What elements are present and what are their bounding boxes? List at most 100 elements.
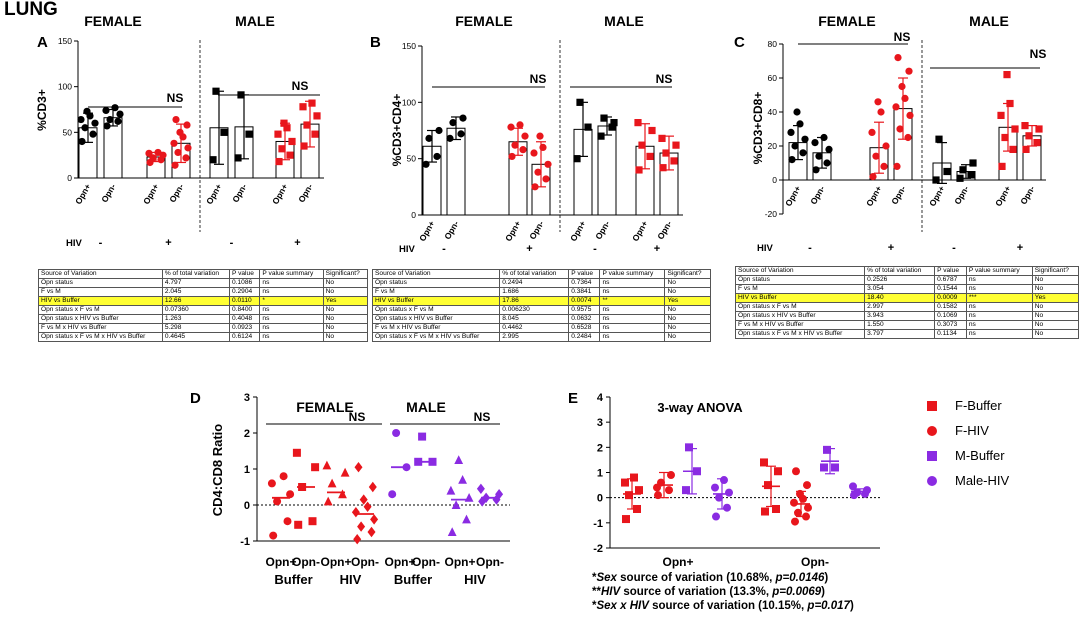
x-tick-label-c: Opn+ xyxy=(864,184,884,208)
legend-label-e: Male-HIV xyxy=(955,473,1010,488)
table-cell: Opn status x F vs M x HIV vs Buffer xyxy=(38,332,163,342)
table-cell: ns xyxy=(965,311,1033,321)
table-cell: 0.9575 xyxy=(568,305,601,315)
footnote-part: p=0.017 xyxy=(806,600,850,612)
data-point-d xyxy=(370,514,379,525)
table-cell: No xyxy=(322,287,369,297)
hiv-sign-b: + xyxy=(526,243,532,255)
data-point-a xyxy=(91,119,99,127)
data-point-d xyxy=(359,494,368,505)
data-point-d xyxy=(357,521,366,532)
hiv-sign-c: + xyxy=(888,242,894,254)
footnote-part: source of variation (10.68%, xyxy=(617,572,776,584)
table-cell: ns xyxy=(259,314,324,324)
data-point-b xyxy=(638,141,646,149)
hiv-sign-a: + xyxy=(165,237,171,249)
data-point-a xyxy=(102,106,110,115)
y-tick-label-c: 20 xyxy=(768,141,778,151)
anova-table-b: Source of Variation% of total variation P… xyxy=(371,269,711,342)
data-point-a xyxy=(300,142,308,150)
data-point-b xyxy=(446,134,454,142)
x-tick-label-b: Opn+ xyxy=(630,219,650,243)
data-point-b xyxy=(584,123,592,131)
data-point-a xyxy=(77,115,85,124)
table-cell: ns xyxy=(259,323,324,333)
data-point-c xyxy=(811,139,819,147)
footnote-part: * xyxy=(592,572,597,584)
figure-title: LUNG xyxy=(4,0,58,20)
x-tick-label-b: Opn+ xyxy=(503,219,523,243)
data-point-d xyxy=(338,489,347,499)
data-point-a xyxy=(212,87,220,95)
data-point-e xyxy=(764,481,772,490)
table-cell: 2.995 xyxy=(499,332,570,342)
data-point-c xyxy=(872,152,880,160)
x-tick-label-a: Opn- xyxy=(167,182,186,204)
data-point-a xyxy=(313,112,321,120)
hiv-label-c: HIV xyxy=(757,243,774,254)
data-point-a xyxy=(311,130,319,138)
data-point-e xyxy=(711,483,719,492)
table-cell: 1.263 xyxy=(161,314,230,324)
data-point-d xyxy=(323,496,333,506)
table-cell: Yes xyxy=(1031,293,1080,303)
table-cell: 0.0923 xyxy=(228,323,261,333)
y-tick-label-a: 100 xyxy=(58,82,72,92)
data-point-a xyxy=(176,128,184,136)
table-row: Opn status x F vs M 0.006230 0.9575 ns No xyxy=(371,305,711,315)
table-row: HIV vs Buffer 17.86 0.0074 ** Yes xyxy=(371,296,711,306)
data-point-c xyxy=(874,98,882,106)
table-cell: ns xyxy=(259,305,324,315)
data-point-c xyxy=(877,108,885,116)
data-point-b xyxy=(519,146,527,154)
table-cell: ** xyxy=(599,296,666,306)
data-point-e xyxy=(794,508,802,517)
data-point-b xyxy=(425,134,433,142)
data-point-d xyxy=(476,483,485,494)
data-point-c xyxy=(1011,125,1019,133)
x-tick-label-b: Opn+ xyxy=(417,219,437,243)
y-tick-label-d: 0 xyxy=(244,500,250,512)
data-point-c xyxy=(801,135,809,143)
data-point-e xyxy=(653,483,661,492)
data-point-a xyxy=(303,121,311,129)
legend-marker-e xyxy=(927,451,937,461)
footnote-part: source of variation (10.15%, xyxy=(649,600,808,612)
data-point-b xyxy=(610,119,618,127)
hiv-sign-b: + xyxy=(654,243,660,255)
data-point-c xyxy=(796,120,804,128)
data-point-a xyxy=(154,148,162,157)
table-cell: No xyxy=(322,305,369,315)
ns-label-a: NS xyxy=(292,79,309,93)
data-point-b xyxy=(536,132,544,140)
data-point-b xyxy=(648,126,656,135)
data-point-c xyxy=(969,159,977,167)
table-cell: 0.1134 xyxy=(934,329,967,339)
y-tick-label-b: 50 xyxy=(407,154,417,164)
data-point-b xyxy=(539,143,547,151)
table-cell: *** xyxy=(965,293,1033,303)
data-point-c xyxy=(901,94,909,102)
data-point-a xyxy=(234,154,242,162)
table-cell: 0.6124 xyxy=(228,332,261,342)
table-row: Opn status 4.797 0.1086 ns No xyxy=(38,278,369,288)
label-male-c: MALE xyxy=(969,13,1009,29)
data-point-c xyxy=(892,103,900,111)
table-cell: Opn status x F vs M xyxy=(371,305,501,315)
data-point-c xyxy=(815,152,823,160)
table-cell: ns xyxy=(599,305,666,315)
data-point-a xyxy=(111,104,119,112)
y-tick-label-d: -1 xyxy=(240,536,250,548)
x-tick-label-d: Opn+ xyxy=(384,555,415,569)
data-point-c xyxy=(1003,71,1011,79)
table-cell: 0.1069 xyxy=(934,311,967,321)
table-cell: F vs M x HIV vs Buffer xyxy=(38,323,163,333)
data-point-b xyxy=(573,155,581,163)
footnote-part: source of variation (13.3%, xyxy=(620,586,772,598)
data-point-e xyxy=(712,512,720,521)
y-tick-label-c: 40 xyxy=(768,107,778,117)
table-cell: 0.8400 xyxy=(228,305,261,315)
hiv-sign-a: - xyxy=(99,237,103,249)
table-cell: ns xyxy=(259,287,324,297)
y-axis-label-a: %CD3+ xyxy=(35,89,49,131)
